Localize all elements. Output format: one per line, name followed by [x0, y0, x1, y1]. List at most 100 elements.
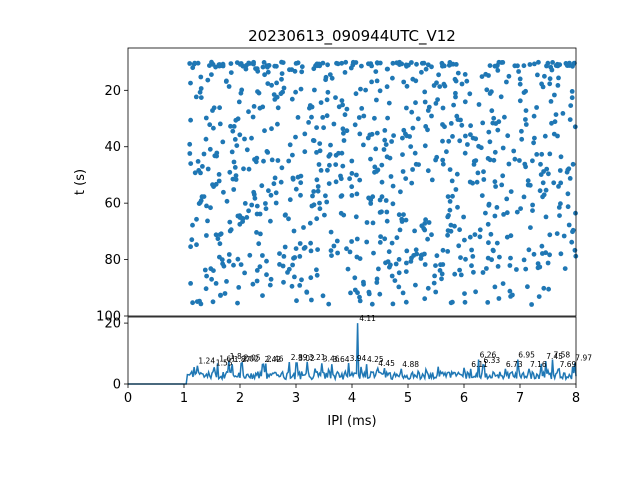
scatter-point [445, 232, 450, 238]
scatter-point [385, 66, 390, 72]
scatter-point [536, 59, 541, 65]
y-tick-label: 20 [104, 84, 121, 99]
scatter-point [491, 248, 496, 254]
scatter-point [204, 233, 209, 238]
scatter-point [279, 165, 285, 171]
scatter-point [233, 177, 239, 182]
scatter-point [224, 78, 229, 84]
scatter-point [299, 64, 305, 70]
scatter-point [462, 150, 468, 156]
scatter-point [194, 216, 199, 222]
scatter-point [246, 208, 252, 214]
scatter-point [315, 188, 321, 194]
scatter-point [258, 231, 263, 237]
scatter-point [338, 173, 343, 179]
scatter-point [391, 133, 396, 139]
peak-label: 3.94 [350, 354, 367, 363]
scatter-point [325, 62, 330, 68]
scatter-point [217, 241, 223, 247]
scatter-point [247, 252, 253, 258]
scatter-point [396, 284, 402, 290]
scatter-point [331, 121, 337, 127]
scatter-point [226, 258, 232, 264]
scatter-point [475, 170, 481, 176]
ipi-histogram-panel: 1.24 1.551.611.81.872.022.05 2.422.46 2.893… [104, 314, 592, 429]
scatter-point [315, 247, 320, 253]
scatter-point [546, 171, 551, 177]
scatter-point [188, 161, 194, 167]
scatter-point [269, 126, 274, 132]
scatter-point [340, 163, 346, 169]
scatter-point [412, 150, 418, 156]
scatter-point [384, 84, 390, 90]
scatter-point [403, 176, 409, 182]
scatter-point [409, 255, 414, 261]
scatter-point [314, 61, 320, 67]
scatter-point [517, 98, 523, 104]
scatter-point [190, 222, 195, 228]
histogram-x-axis-label: IPI (ms) [327, 414, 376, 429]
scatter-point [403, 217, 409, 223]
scatter-point [432, 273, 437, 279]
scatter-point [227, 228, 233, 234]
scatter-point [388, 174, 394, 179]
scatter-point [422, 227, 428, 233]
scatter-point [355, 290, 360, 296]
scatter-point [265, 150, 271, 155]
scatter-point [557, 168, 563, 173]
scatter-point [437, 268, 443, 273]
scatter-point [369, 131, 375, 137]
scatter-point [268, 192, 274, 198]
scatter-point [207, 122, 213, 128]
scatter-point [293, 89, 298, 95]
x-tick-label: 3 [292, 391, 300, 406]
scatter-point [236, 99, 242, 105]
scatter-point [335, 61, 341, 67]
scatter-point [485, 156, 491, 161]
scatter-point [344, 128, 350, 134]
scatter-point [208, 205, 213, 211]
scatter-point [356, 115, 362, 120]
scatter-point [425, 236, 430, 242]
scatter-point [492, 179, 498, 185]
scatter-point [293, 246, 299, 252]
scatter-point [341, 138, 347, 143]
y-tick-label: 80 [104, 253, 121, 268]
scatter-point [529, 302, 534, 307]
scatter-point [514, 267, 519, 272]
scatter-point [556, 75, 561, 81]
scatter-point [568, 103, 574, 108]
scatter-point [535, 72, 540, 78]
scatter-point [410, 167, 415, 172]
scatter-point [271, 181, 277, 187]
scatter-point [217, 254, 222, 260]
scatter-point [403, 299, 409, 305]
scatter-point [304, 290, 310, 295]
scatter-point [455, 70, 461, 76]
scatter-points [187, 59, 579, 307]
scatter-point [505, 133, 511, 139]
scatter-point [504, 210, 510, 216]
scatter-point [481, 169, 486, 175]
scatter-point [254, 155, 260, 161]
scatter-point [541, 285, 547, 291]
scatter-point [474, 179, 480, 185]
scatter-point [301, 225, 306, 230]
scatter-point [410, 125, 416, 131]
scatter-point [479, 193, 485, 199]
scatter-point [462, 72, 468, 77]
x-tick-label: 5 [404, 391, 412, 406]
peak-label: 6.11 [471, 360, 488, 369]
scatter-point [324, 199, 330, 205]
scatter-point [552, 92, 557, 98]
ipi-histogram-line [128, 323, 577, 385]
scatter-point [489, 108, 495, 114]
scatter-point [447, 199, 453, 204]
scatter-point [413, 100, 418, 106]
scatter-point [486, 240, 491, 246]
peak-label: 1.61 [219, 354, 236, 363]
scatter-point [230, 128, 236, 134]
scatter-point [462, 291, 467, 296]
scatter-point [235, 213, 241, 219]
scatter-point [483, 210, 488, 216]
